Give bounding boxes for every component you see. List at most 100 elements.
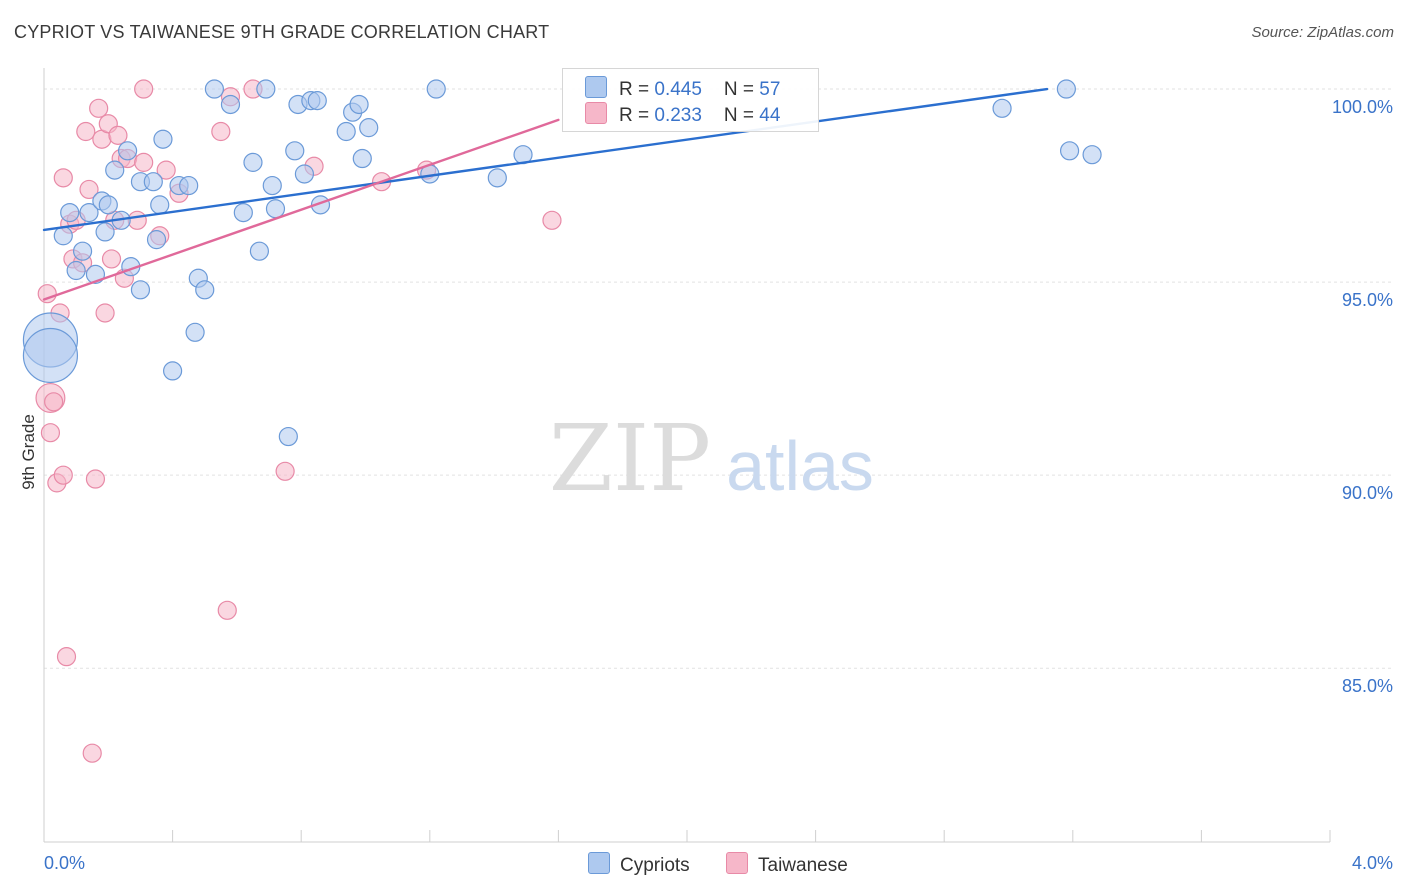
bottom-legend-cypriots[interactable]: Cypriots [588,852,690,877]
series-cypriots-points [22,79,1102,447]
taiwanese-point [101,249,122,269]
cypriot-point [98,195,118,215]
legend-row-cypriots: R = 0.445 N = 57 [585,76,780,102]
bottom-legend-taiwanese[interactable]: Taiwanese [726,852,848,877]
legend-swatch-taiwanese [585,102,607,124]
legend-r-value: 0.445 [654,79,702,100]
taiwanese-point [89,98,109,118]
cypriot-point [153,129,173,149]
cypriot-point [143,172,163,192]
legend-r-label: R = [619,79,655,100]
taiwanese-point [108,125,128,145]
taiwanese-point [211,121,231,142]
taiwanese-point [127,210,147,230]
taiwanese-point [217,600,237,620]
cypriot-point [336,121,356,142]
cypriot-point [256,79,276,99]
bottom-legend-swatch-cypriots [588,852,610,874]
taiwanese-point [542,210,562,230]
y-tick-label: 90.0% [1342,483,1393,503]
legend-n-value: 57 [759,79,781,100]
taiwanese-trend-line [42,118,560,301]
taiwanese-point [53,168,73,188]
cypriot-point [204,79,224,99]
legend-swatch-cypriots [585,76,607,98]
taiwanese-point [134,79,154,99]
x-tick-label: 4.0% [1352,853,1393,873]
cypriot-point [95,222,115,242]
y-axis-label: 9th Grade [19,414,38,490]
gridlines [44,88,1392,669]
taiwanese-point [44,392,64,412]
taiwanese-point [40,423,61,443]
cypriot-point [307,91,327,111]
cypriot-point [53,226,73,246]
cypriot-point [220,94,241,115]
cypriot-point [163,361,183,381]
cypriot-point [60,202,80,223]
trend-lines [42,87,1049,301]
cypriot-point [195,280,215,300]
y-tick-label: 95.0% [1342,290,1393,310]
bottom-legend-swatch-taiwanese [726,852,748,874]
bottom-legend-label-taiwanese: Taiwanese [758,855,848,876]
cypriot-point [243,152,263,172]
watermark-atlas: atlas [726,427,874,505]
watermark: ZIP atlas [549,405,874,512]
cypriot-point [352,148,372,169]
series-taiwanese-points [35,79,562,763]
cypriot-point [1059,141,1080,161]
legend-r-value: 0.233 [654,105,702,126]
legend-r-label: R = [619,105,655,126]
cypriot-point [117,141,138,161]
x-tick-label: 0.0% [44,853,85,873]
taiwanese-point [37,284,57,304]
watermark-zip: ZIP [549,405,711,512]
taiwanese-point [82,743,102,763]
taiwanese-point [76,121,96,142]
cypriot-point [66,260,86,281]
cypriot-point [146,230,167,250]
legend-n-label: N = [723,105,760,126]
cypriot-point [285,141,305,161]
cypriot-point [294,164,315,184]
taiwanese-point [134,152,154,172]
legend-n-value: 44 [759,105,781,126]
cypriot-point [992,98,1012,118]
cypriot-point [233,202,253,223]
cypriot-point [349,94,369,115]
cypriot-point [487,168,507,188]
cypriot-point [359,118,379,138]
legend-box: R = 0.445 N = 57 R = 0.233 N = 44 [562,68,819,132]
chart-title: CYPRIOT VS TAIWANESE 9TH GRADE CORRELATI… [14,22,550,42]
cypriot-point [265,199,286,219]
cypriot-point [262,175,282,196]
y-tick-label: 100.0% [1332,97,1393,117]
cypriot-point [179,175,199,196]
cypriot-point [79,202,99,223]
taiwanese-point [156,160,176,180]
cypriot-point [426,79,446,99]
taiwanese-point [95,303,115,323]
cypriot-point [22,327,79,384]
taiwanese-point [275,461,295,481]
taiwanese-point [53,465,73,485]
cypriot-point [185,322,205,342]
cypriot-point [105,160,125,180]
cypriot-point [249,241,270,261]
bottom-legend-label-cypriots: Cypriots [620,855,690,876]
tick-labels: 85.0% 90.0% 95.0% 100.0% 0.0% 4.0% [44,97,1393,873]
taiwanese-point [85,469,106,489]
cypriot-point [72,241,93,261]
legend-row-taiwanese: R = 0.233 N = 44 [585,102,780,128]
cypriots-trend-line [42,87,1049,232]
axes [43,68,1331,843]
taiwanese-point [79,179,99,200]
taiwanese-point [56,647,77,667]
source-label: Source: ZipAtlas.com [1251,24,1394,41]
cypriot-point [150,195,170,215]
legend-n-label: N = [723,79,760,100]
cypriot-point [1082,145,1102,165]
cypriot-point [278,426,298,447]
